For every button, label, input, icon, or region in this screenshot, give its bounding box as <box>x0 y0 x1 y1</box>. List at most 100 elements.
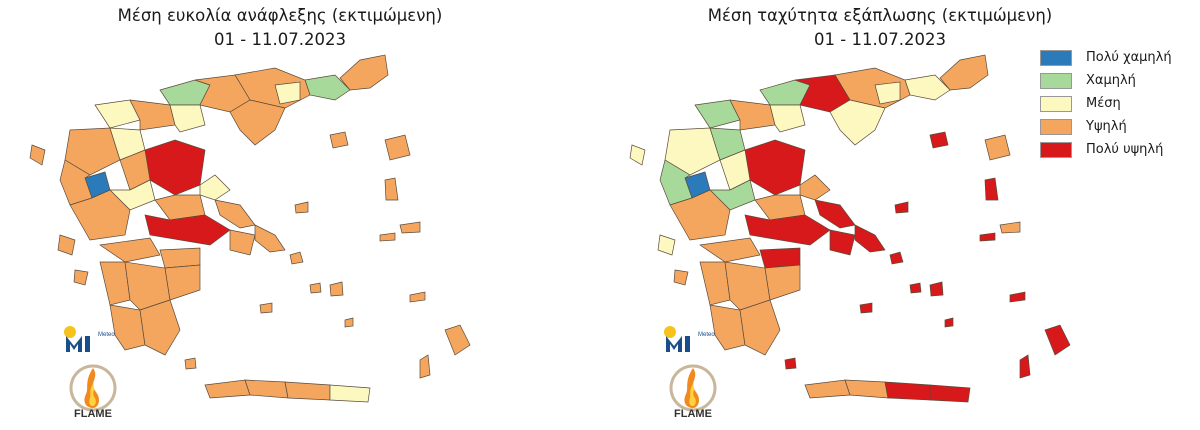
region-zakynthos <box>673 269 689 286</box>
region-naxos <box>929 281 944 297</box>
region-paros <box>309 282 322 294</box>
legend-label: Πολύ χαμηλή <box>1086 50 1172 65</box>
region-aitoloakarnania <box>669 189 731 241</box>
meteo-logo-icon <box>664 326 690 352</box>
legend-swatch <box>1040 141 1072 158</box>
region-ioannina <box>64 127 121 176</box>
region-milos <box>259 302 273 314</box>
flame-logo-text: FLAME <box>674 408 712 420</box>
greece-map-spread <box>629 54 1071 403</box>
region-attica <box>829 229 856 256</box>
region-santorini <box>944 317 954 328</box>
region-paros <box>909 282 922 294</box>
region-evia-north <box>214 199 256 229</box>
region-lasithi <box>929 384 971 403</box>
region-rhodes <box>444 324 471 356</box>
region-zakynthos <box>73 269 89 286</box>
map-date: 01 - 11.07.2023 <box>214 30 346 49</box>
region-lakonia <box>139 299 181 356</box>
map-title: Μέση ευκολία ανάφλεξης (εκτιμώμενη) <box>117 6 443 25</box>
ignition-map-panel: Μέση ευκολία ανάφλεξης (εκτιμώμενη) 01 -… <box>29 6 471 427</box>
region-santorini <box>344 317 354 328</box>
region-naxos <box>329 281 344 297</box>
region-kilkis <box>274 81 301 105</box>
region-chania <box>804 379 851 399</box>
legend-item: Μέση <box>1040 92 1190 115</box>
meteo-logo-text: Meteo <box>698 332 715 338</box>
region-evia-south <box>854 224 886 253</box>
region-kefalonia <box>657 234 676 256</box>
region-lemnos <box>329 131 349 149</box>
region-fthiotida <box>154 194 206 221</box>
greece-map-ignition <box>29 54 471 403</box>
legend-swatch <box>1040 118 1072 135</box>
region-andros <box>889 251 904 265</box>
legend-item: Υψηλή <box>1040 115 1190 138</box>
map-date: 01 - 11.07.2023 <box>814 30 946 49</box>
region-korinthia <box>159 247 201 269</box>
region-chios <box>384 177 399 201</box>
region-lesvos <box>984 134 1011 161</box>
legend-label: Πολύ υψηλή <box>1086 142 1164 157</box>
region-korinthia <box>759 247 801 269</box>
region-skyros <box>294 201 309 214</box>
region-karpathos <box>1019 354 1031 379</box>
legend-label: Υψηλή <box>1086 119 1127 134</box>
region-argolida <box>764 264 801 301</box>
region-messinia <box>709 304 746 351</box>
meteo-logo-text: Meteo <box>98 332 115 338</box>
region-chania <box>204 379 251 399</box>
region-corfu <box>29 144 46 166</box>
region-heraklion <box>884 381 931 401</box>
region-aitoloakarnania <box>69 189 131 241</box>
region-chalkidiki <box>829 99 886 146</box>
region-kefalonia <box>57 234 76 256</box>
region-kythera <box>184 357 197 370</box>
legend-label: Μέση <box>1086 96 1121 111</box>
region-rethymno <box>244 379 289 399</box>
region-kilkis <box>874 81 901 105</box>
region-attica <box>229 229 256 256</box>
spread-map-panel: Μέση ταχύτητα εξάπλωσης (εκτιμώμενη) 01 … <box>600 0 1200 430</box>
region-rethymno <box>844 379 889 399</box>
region-achaia <box>699 237 761 263</box>
region-boeotia <box>744 214 831 246</box>
region-ikaria <box>379 232 396 242</box>
legend-item: Πολύ υψηλή <box>1040 138 1190 161</box>
region-larissa <box>744 139 806 196</box>
legend-item: Χαμηλή <box>1040 69 1190 92</box>
region-milos <box>859 302 873 314</box>
region-kozani <box>129 99 176 131</box>
legend-label: Χαμηλή <box>1086 73 1136 88</box>
map-title: Μέση ταχύτητα εξάπλωσης (εκτιμώμενη) <box>707 6 1053 25</box>
region-lasithi <box>329 384 371 403</box>
region-magnesia <box>799 174 831 201</box>
region-evia-north <box>814 199 856 229</box>
region-lakonia <box>739 299 781 356</box>
region-andros <box>289 251 304 265</box>
region-magnesia <box>199 174 231 201</box>
region-kythera <box>784 357 797 370</box>
region-lemnos <box>929 131 949 149</box>
logos-block: Meteo FLAME <box>58 322 133 427</box>
flame-logo-icon <box>69 364 117 412</box>
region-kos <box>409 291 426 303</box>
region-lesvos <box>384 134 411 161</box>
region-argolida <box>164 264 201 301</box>
flame-logo-icon <box>669 364 717 412</box>
region-messinia <box>109 304 146 351</box>
legend-swatch <box>1040 95 1072 112</box>
region-kos <box>1009 291 1026 303</box>
region-achaia <box>99 237 161 263</box>
region-pieria <box>769 104 806 133</box>
region-rhodes <box>1044 324 1071 356</box>
region-pieria <box>169 104 206 133</box>
legend-swatch <box>1040 72 1072 89</box>
legend-item: Πολύ χαμηλή <box>1040 46 1190 69</box>
region-corfu <box>629 144 646 166</box>
region-thrace-east <box>339 54 389 91</box>
region-boeotia <box>144 214 231 246</box>
region-samos <box>999 221 1021 234</box>
region-ioannina <box>664 127 721 176</box>
region-fthiotida <box>754 194 806 221</box>
